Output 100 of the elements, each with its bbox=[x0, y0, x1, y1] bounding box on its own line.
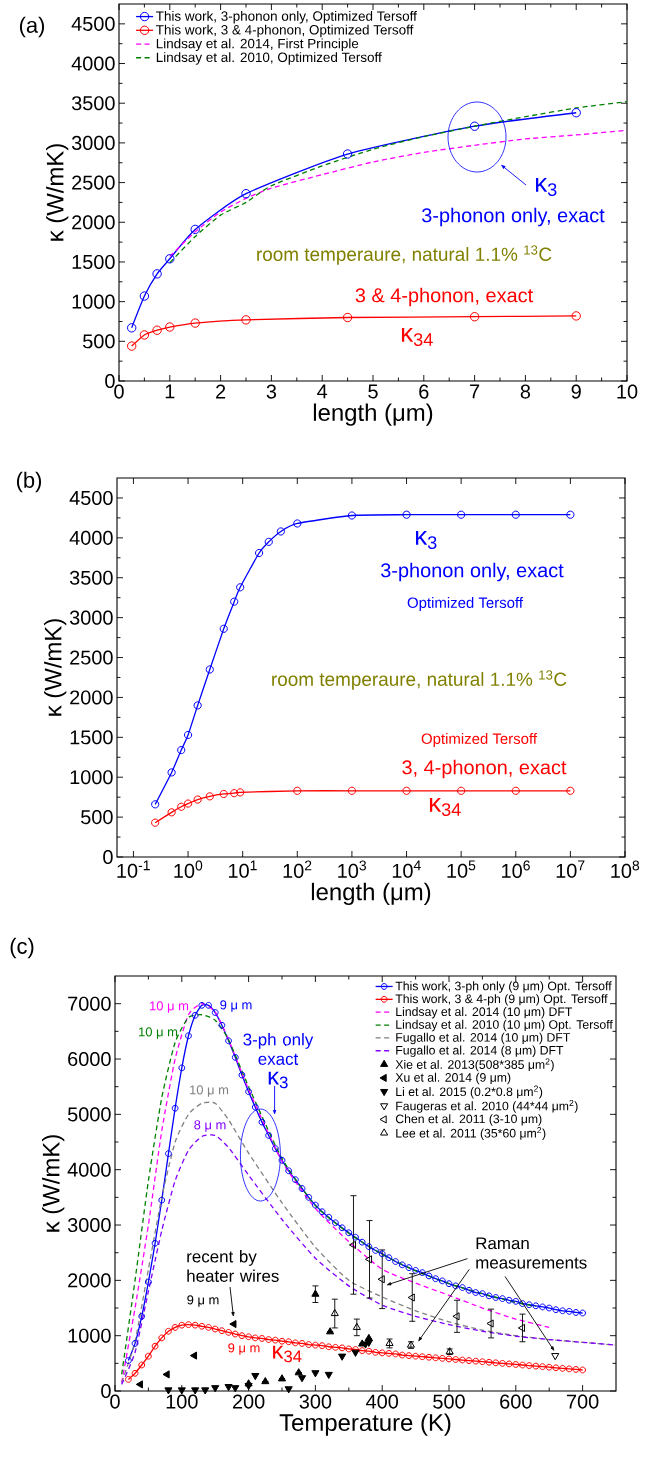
text: (c) bbox=[10, 937, 34, 959]
legend-label: This work, 3-phonon only, Optimized Tersoff bbox=[156, 10, 417, 24]
annotation: 10 μ m bbox=[150, 1001, 189, 1013]
legend-label: Lindsay et al. 2010 (10 μm) Opt. Tersoff bbox=[396, 1019, 613, 1032]
annotation: 9 μ m bbox=[220, 1000, 252, 1012]
x-tick-label: 500 bbox=[433, 1394, 465, 1409]
x-tick-label: 700 bbox=[567, 1394, 599, 1409]
x-tick-label: 6 bbox=[419, 384, 429, 399]
x-tick-label: 8 bbox=[520, 384, 531, 399]
y-tick-label: 1500 bbox=[70, 730, 113, 745]
y-tick-label: 2500 bbox=[70, 650, 113, 665]
annotation: 3-phonon only, exact bbox=[381, 562, 564, 582]
y-tick-label: 1000 bbox=[68, 1328, 111, 1343]
x-tick-label: 5 bbox=[368, 384, 378, 399]
y-tick-label: 2000 bbox=[68, 1273, 111, 1288]
y-tick-label: 1000 bbox=[70, 770, 113, 785]
x-tick-label: 10$^{5}$ bbox=[447, 860, 476, 878]
annotation: 3-phonon only, exact bbox=[422, 207, 605, 227]
legend-label: Chen et al. 2011 (3-10 μm) bbox=[395, 1114, 542, 1126]
annotation: Raman measurements bbox=[476, 1237, 587, 1269]
x-tick-label: 10$^{4}$ bbox=[392, 860, 421, 878]
x-tick-label: 7 bbox=[470, 384, 480, 399]
x-tick-label: 10$^{0}$ bbox=[174, 860, 203, 878]
x-tick-label: 10 bbox=[617, 384, 638, 399]
y-tick-label: 500 bbox=[83, 334, 115, 349]
y-tick-label: 5000 bbox=[67, 1107, 111, 1122]
x-tick-label: 200 bbox=[232, 1394, 265, 1409]
x-axis-title: length (μm) bbox=[311, 882, 431, 906]
annotation: κ$_{3}$ bbox=[415, 531, 437, 549]
y-tick-label: 3000 bbox=[67, 1217, 111, 1233]
y-tick-label: 4000 bbox=[69, 530, 113, 545]
x-tick-label: 10$^{3}$ bbox=[338, 860, 367, 878]
annotation: κ$_{3}$ bbox=[268, 1071, 288, 1089]
y-axis-title: κ (W/mK) bbox=[46, 144, 69, 241]
annotation: κ$_{34}$ bbox=[273, 1345, 302, 1363]
annotation: 9 μ m bbox=[187, 1295, 219, 1307]
annotation: 9 μ m bbox=[228, 1343, 260, 1355]
y-axis-title: κ (W/mK) bbox=[44, 619, 67, 716]
annotation: 3, 4-phonon, exact bbox=[402, 759, 567, 779]
annotation: room temperaure, natural 1.1% $^{13}$C bbox=[272, 670, 567, 690]
y-tick-label: 500 bbox=[81, 810, 113, 825]
annotation: κ$_{3}$ bbox=[535, 178, 557, 196]
x-tick-label: 10$^{6}$ bbox=[502, 860, 530, 878]
y-tick-label: 0 bbox=[105, 373, 115, 389]
annotation: Optimized Tersoff bbox=[421, 733, 538, 747]
annotation: 3-ph only exact bbox=[243, 1033, 314, 1065]
annotation: Optimized Tersoff bbox=[407, 597, 524, 611]
x-tick-label: 300 bbox=[299, 1394, 332, 1409]
y-tick-label: 3500 bbox=[69, 570, 113, 585]
y-tick-label: 4500 bbox=[71, 16, 115, 31]
legend-label: Fugallo et al. 2014 (8 μm) DFT bbox=[396, 1045, 564, 1058]
y-axis-title: κ (W/mK) bbox=[42, 1135, 65, 1232]
annotation: κ$_{34}$ bbox=[429, 798, 461, 816]
y-tick-label: 3000 bbox=[69, 610, 113, 625]
annotation: 10 μ m bbox=[190, 1085, 229, 1097]
annotation: 10 μ m bbox=[139, 1027, 178, 1039]
x-axis-title: Temperature (K) bbox=[279, 1413, 451, 1436]
x-axis-title: length (μm) bbox=[313, 403, 433, 426]
x-tick-label: 100 bbox=[166, 1394, 198, 1409]
y-tick-label: 6000 bbox=[68, 1051, 111, 1067]
x-tick-label: 4 bbox=[317, 384, 328, 399]
legend-label: Lindsay et al. 2014, First Principle bbox=[156, 38, 359, 51]
text: (a) bbox=[19, 16, 45, 38]
annotation: recent by heater wires bbox=[187, 1250, 279, 1282]
y-tick-label: 0 bbox=[101, 1383, 111, 1399]
x-tick-label: 10$^{1}$ bbox=[228, 860, 257, 878]
y-tick-label: 2000 bbox=[70, 690, 113, 705]
x-tick-label: 1 bbox=[165, 384, 175, 399]
legend-label: This work, 3 & 4-ph (9 μm) Opt. Tersoff bbox=[395, 994, 608, 1006]
legend-label: This work, 3 & 4-phonon, Optimized Tersoff bbox=[156, 24, 414, 38]
legend-label: Lindsay et al. 2010, Optimized Tersoff bbox=[156, 52, 382, 65]
y-tick-label: 3500 bbox=[71, 96, 115, 111]
x-tick-label: 10$^{8}$ bbox=[611, 860, 640, 878]
y-tick-label: 1500 bbox=[72, 254, 115, 269]
legend-label: Lee et al. 2011 (35*60 μm$^{2}$) bbox=[396, 1127, 546, 1140]
y-tick-label: 2500 bbox=[72, 175, 115, 190]
legend-label: Fugallo et al. 2014 (10 μm) DFT bbox=[396, 1032, 571, 1045]
annotation: room temperaure, natural 1.1% $^{13}$C bbox=[257, 245, 552, 265]
annotation: 8 μ m bbox=[194, 1120, 226, 1132]
y-tick-label: 7000 bbox=[68, 996, 111, 1011]
x-tick-label: 10$^{2}$ bbox=[283, 860, 312, 878]
x-tick-label: 2 bbox=[216, 384, 226, 399]
legend-label: Xie et al. 2013(508*385 μm$^{2}$) bbox=[395, 1058, 554, 1072]
text: (b) bbox=[16, 471, 42, 493]
y-tick-label: 4500 bbox=[69, 490, 113, 505]
y-tick-label: 4000 bbox=[71, 56, 115, 71]
legend-label: Xu et al. 2014 (9 μm) bbox=[395, 1072, 511, 1085]
legend-label: Lindsay et al. 2014 (10 μm) DFT bbox=[396, 1007, 573, 1019]
x-tick-label: 10$^{7}$ bbox=[556, 860, 585, 878]
x-tick-label: 600 bbox=[500, 1394, 532, 1409]
x-tick-label: 9 bbox=[571, 384, 581, 399]
y-tick-label: 4000 bbox=[67, 1162, 111, 1177]
y-tick-label: 0 bbox=[103, 849, 113, 865]
x-tick-label: 400 bbox=[366, 1394, 399, 1409]
y-tick-label: 1000 bbox=[72, 294, 115, 309]
legend-label: This work, 3-ph only (9 μm) Opt. Tersoff bbox=[395, 981, 612, 993]
annotation: κ$_{34}$ bbox=[401, 328, 433, 346]
y-tick-label: 3000 bbox=[71, 135, 115, 150]
annotation: 3 & 4-phonon, exact bbox=[355, 287, 533, 307]
x-tick-label: 3 bbox=[266, 384, 277, 399]
